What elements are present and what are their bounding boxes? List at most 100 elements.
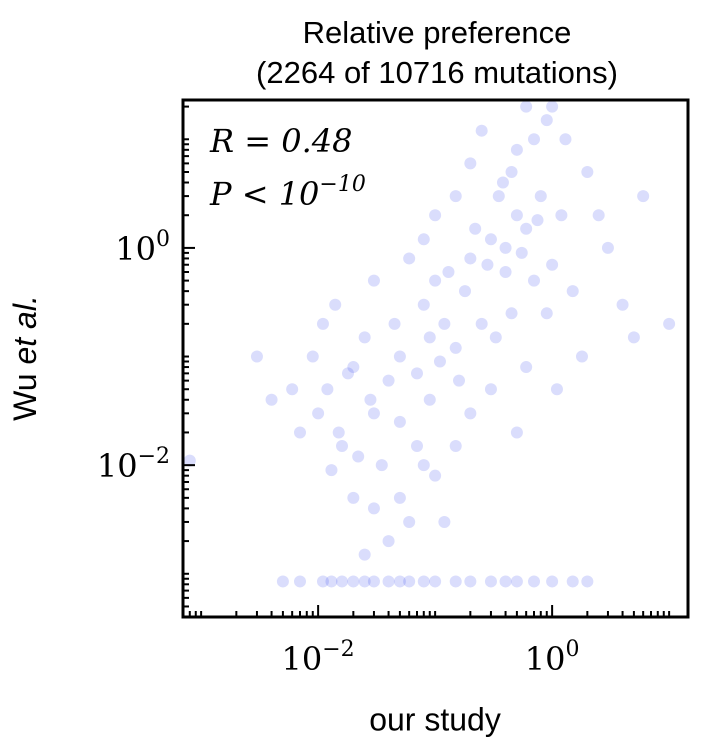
point: [312, 407, 325, 420]
point: [367, 502, 380, 515]
point: [321, 383, 334, 396]
point: [546, 258, 559, 271]
point: [637, 190, 650, 203]
point: [540, 114, 553, 127]
point: [183, 454, 196, 467]
tick-label: 10−2: [97, 444, 170, 485]
chart-title: (2264 of 10716 mutations): [256, 55, 618, 90]
point: [438, 515, 451, 528]
point: [336, 575, 349, 588]
point: [306, 350, 319, 363]
point: [358, 331, 371, 344]
point: [592, 209, 605, 222]
point: [429, 209, 442, 222]
point: [559, 133, 572, 146]
tick-label-sup: −2: [138, 444, 170, 469]
annotation: R = 0.48: [209, 122, 353, 160]
point: [566, 285, 579, 298]
point: [417, 575, 430, 588]
point: [449, 341, 462, 354]
point: [499, 575, 512, 588]
point: [358, 548, 371, 561]
annotation-text: P < 10: [209, 175, 319, 213]
tick-label-base: 10: [97, 447, 138, 485]
point: [332, 426, 345, 439]
point: [382, 535, 395, 548]
point: [403, 515, 416, 528]
point: [575, 350, 588, 363]
point: [393, 350, 406, 363]
point: [496, 176, 509, 189]
point: [550, 383, 563, 396]
point: [417, 298, 430, 311]
point: [316, 575, 329, 588]
point: [520, 222, 533, 235]
point: [429, 575, 442, 588]
y-axis-label-part: et al.: [7, 295, 43, 364]
point: [453, 374, 466, 387]
point: [616, 298, 629, 311]
point: [505, 165, 518, 178]
point: [429, 274, 442, 287]
point: [433, 355, 446, 368]
point: [417, 233, 430, 246]
point: [492, 190, 505, 203]
point: [458, 285, 471, 298]
point: [484, 233, 497, 246]
point: [510, 143, 523, 156]
point: [347, 491, 360, 504]
point: [475, 124, 488, 137]
tick-label: 10−2: [282, 637, 355, 678]
point: [367, 274, 380, 287]
point: [555, 209, 568, 222]
point: [375, 459, 388, 472]
point: [393, 575, 406, 588]
point: [663, 317, 676, 330]
point: [382, 575, 395, 588]
point: [336, 440, 349, 453]
point: [534, 190, 547, 203]
tick-label-base: 10: [282, 640, 323, 678]
point: [449, 575, 462, 588]
point: [367, 575, 380, 588]
point: [325, 575, 338, 588]
point: [505, 307, 518, 320]
point: [484, 575, 497, 588]
tick-label-sup: 0: [565, 637, 579, 662]
point: [546, 100, 559, 113]
tick-label-sup: −2: [322, 637, 354, 662]
point: [352, 450, 365, 463]
annotation-sup: −10: [319, 172, 365, 197]
tick-label-sup: 0: [156, 227, 170, 252]
point: [527, 575, 540, 588]
point: [527, 274, 540, 287]
point: [393, 415, 406, 428]
point: [403, 575, 416, 588]
point: [540, 307, 553, 320]
point: [499, 266, 512, 279]
point: [316, 317, 329, 330]
point: [325, 464, 338, 477]
y-axis-label-part: Wu: [7, 373, 43, 420]
point: [515, 246, 528, 259]
point: [293, 575, 306, 588]
point: [510, 575, 523, 588]
point: [469, 222, 482, 235]
tick-label: 100: [525, 637, 580, 678]
point: [393, 491, 406, 504]
point: [627, 331, 640, 344]
point: [581, 165, 594, 178]
chart-title: Relative preference: [303, 15, 572, 50]
point: [527, 133, 540, 146]
point: [581, 575, 594, 588]
point: [601, 241, 614, 254]
point: [464, 252, 477, 265]
points: [183, 100, 676, 588]
tick-label-base: 10: [525, 640, 566, 678]
point: [546, 575, 559, 588]
point: [442, 266, 455, 279]
point: [484, 383, 497, 396]
point: [520, 100, 533, 113]
point: [449, 190, 462, 203]
